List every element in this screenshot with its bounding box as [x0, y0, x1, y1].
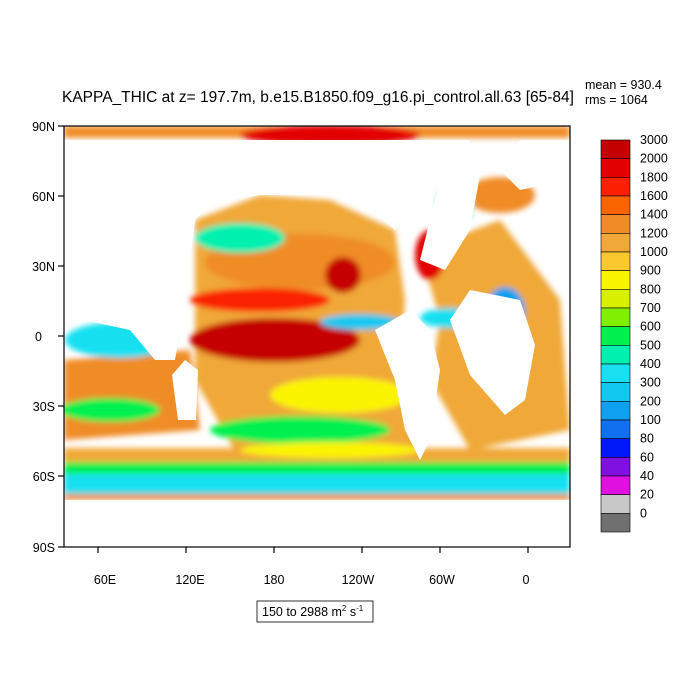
lat-label-60n: 60N	[32, 190, 55, 204]
colorbar-label: 40	[640, 469, 654, 483]
lon-label-180: 180	[264, 573, 285, 587]
colorbar-label: 20	[640, 488, 654, 502]
colorbar-swatch	[600, 419, 631, 439]
colorbar-label: 1200	[640, 226, 668, 240]
colorbar-swatch	[600, 494, 631, 514]
lon-label-120e: 120E	[175, 573, 204, 587]
colorbar-swatch	[600, 289, 631, 309]
range-label-mid: s	[346, 605, 356, 619]
map-field	[64, 126, 570, 547]
lon-label-120w: 120W	[342, 573, 375, 587]
colorbar-swatch	[600, 158, 631, 178]
colorbar-swatch	[600, 345, 631, 365]
lat-label-90n: 90N	[32, 120, 55, 134]
colorbar-label: 700	[640, 301, 661, 315]
colorbar-swatch	[600, 251, 631, 271]
rms-stat: rms = 1064	[585, 93, 648, 107]
lat-label-90s: 90S	[33, 541, 55, 555]
colorbar-label: 3000	[640, 133, 668, 147]
colorbar-label: 300	[640, 376, 661, 390]
colorbar-swatch	[600, 270, 631, 290]
colorbar-label: 2000	[640, 152, 668, 166]
range-label-box: 150 to 2988 m2 s-1	[256, 600, 374, 623]
colorbar-swatch	[600, 139, 631, 159]
colorbar: 3000200018001600140012001000900800700600…	[600, 133, 668, 533]
longitude-labels: 60E 120E 180 120W 60W 0	[94, 573, 530, 587]
colorbar-label: 0	[640, 506, 647, 520]
range-label-sup1: 2	[342, 604, 347, 613]
colorbar-label: 80	[640, 432, 654, 446]
range-label-sup2: -1	[356, 604, 364, 613]
colorbar-label: 400	[640, 357, 661, 371]
colorbar-label: 500	[640, 338, 661, 352]
lat-label-60s: 60S	[33, 470, 55, 484]
colorbar-label: 1600	[640, 189, 668, 203]
colorbar-label: 600	[640, 320, 661, 334]
colorbar-swatch	[600, 214, 631, 234]
colorbar-swatch	[600, 233, 631, 253]
map-frame	[58, 125, 571, 553]
lat-label-0: 0	[35, 330, 42, 344]
lat-label-30n: 30N	[32, 260, 55, 274]
range-label-text: 150 to 2988 m	[262, 605, 342, 619]
lon-label-60w: 60W	[429, 573, 455, 587]
colorbar-swatch	[600, 513, 631, 533]
colorbar-swatch	[600, 326, 631, 346]
colorbar-label: 100	[640, 413, 661, 427]
continents	[64, 140, 570, 547]
colorbar-label: 1000	[640, 245, 668, 259]
colorbar-label: 60	[640, 450, 654, 464]
colorbar-label: 900	[640, 264, 661, 278]
colorbar-swatch	[600, 363, 631, 383]
lon-label-0: 0	[523, 573, 530, 587]
mean-stat: mean = 930.4	[585, 78, 662, 92]
colorbar-swatch	[600, 177, 631, 197]
lat-label-30s: 30S	[33, 400, 55, 414]
colorbar-swatch	[600, 307, 631, 327]
colorbar-swatch	[600, 195, 631, 215]
svg-text:150 to 2988 m2 s-1: 150 to 2988 m2 s-1	[262, 604, 364, 619]
plot-title: KAPPA_THIC at z= 197.7m, b.e15.B1850.f09…	[62, 89, 574, 106]
colorbar-label: 1800	[640, 170, 668, 184]
colorbar-label: 200	[640, 394, 661, 408]
colorbar-label: 800	[640, 282, 661, 296]
latitude-labels: 90N 60N 30N 0 30S 60S 90S	[32, 120, 55, 555]
colorbar-swatch	[600, 475, 631, 495]
colorbar-swatch	[600, 401, 631, 421]
colorbar-swatch	[600, 382, 631, 402]
colorbar-label: 1400	[640, 208, 668, 222]
colorbar-swatch	[600, 457, 631, 477]
lon-label-60e: 60E	[94, 573, 116, 587]
colorbar-swatch	[600, 438, 631, 458]
